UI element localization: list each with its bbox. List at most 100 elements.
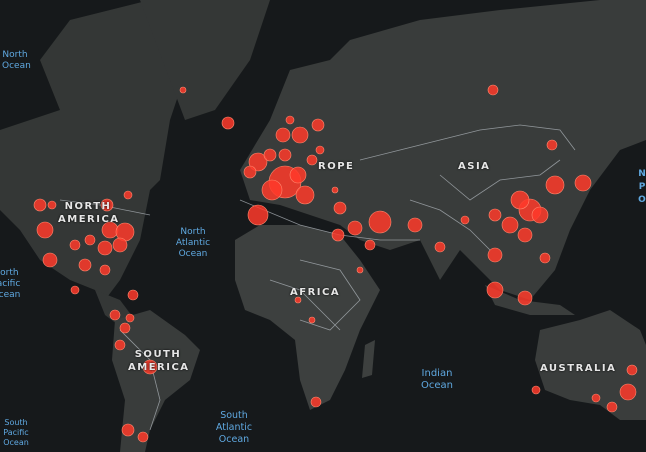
case-bubble[interactable] [123, 190, 133, 200]
case-bubble[interactable] [99, 264, 111, 276]
label-line: South [4, 418, 28, 427]
case-bubble[interactable] [531, 206, 549, 224]
case-bubble[interactable] [243, 165, 257, 179]
case-bubble[interactable] [347, 220, 363, 236]
case-bubble[interactable] [70, 285, 80, 295]
case-bubble[interactable] [434, 241, 446, 253]
case-bubble[interactable] [606, 401, 618, 413]
case-bubble[interactable] [263, 148, 277, 162]
case-bubble[interactable] [619, 383, 637, 401]
case-bubble[interactable] [109, 309, 121, 321]
case-bubble[interactable] [486, 281, 504, 299]
case-bubble[interactable] [100, 198, 114, 212]
case-bubble[interactable] [42, 252, 58, 268]
case-bubble[interactable] [47, 200, 57, 210]
case-bubble[interactable] [488, 208, 502, 222]
case-bubble[interactable] [510, 190, 530, 210]
label-line: Atlantic [215, 422, 253, 433]
label-line: Pacific [3, 428, 29, 437]
case-bubble[interactable] [308, 316, 316, 324]
case-bubble[interactable] [289, 166, 307, 184]
label-north-pacific-right: N P O [636, 168, 646, 207]
label-indian-ocean: Indian Ocean [412, 368, 462, 392]
case-bubble[interactable] [36, 221, 54, 239]
label-line: Pacific [0, 279, 21, 289]
case-bubble[interactable] [261, 179, 283, 201]
case-bubble[interactable] [137, 431, 149, 443]
label-australia: AUSTRALIA [540, 363, 617, 374]
country-borders [59, 124, 576, 431]
case-bubble[interactable] [311, 118, 325, 132]
case-bubble[interactable] [364, 239, 376, 251]
label-south-pacific: South Pacific Ocean [0, 418, 34, 448]
label-line: Ocean [3, 438, 29, 447]
case-bubble[interactable] [539, 252, 551, 264]
land-south-america [112, 310, 200, 452]
case-bubble[interactable] [368, 210, 392, 234]
label-line: O [638, 195, 646, 205]
case-bubble[interactable] [142, 359, 158, 375]
case-bubble[interactable] [331, 228, 345, 242]
case-bubble[interactable] [33, 198, 47, 212]
case-bubble[interactable] [125, 313, 135, 323]
case-bubble[interactable] [295, 185, 315, 205]
case-bubble[interactable] [248, 152, 268, 172]
case-bubble[interactable] [119, 322, 131, 334]
case-bubble[interactable] [315, 145, 325, 155]
label-line: AMERICA [58, 214, 120, 225]
case-bubble[interactable] [546, 139, 558, 151]
case-bubble[interactable] [69, 239, 81, 251]
case-bubble[interactable] [626, 364, 638, 376]
case-bubble[interactable] [112, 237, 128, 253]
case-bubble[interactable] [78, 258, 92, 272]
case-bubble[interactable] [407, 217, 423, 233]
case-bubble[interactable] [114, 339, 126, 351]
label-north-pacific-top: North Ocean [2, 50, 31, 72]
land-australia [535, 310, 646, 420]
label-line: Indian [421, 368, 453, 379]
label-line: North [0, 268, 19, 278]
case-bubble[interactable] [221, 116, 235, 130]
case-bubble[interactable] [531, 385, 541, 395]
case-bubble[interactable] [460, 215, 470, 225]
label-line: North [180, 227, 206, 237]
case-bubble[interactable] [356, 266, 364, 274]
case-bubble[interactable] [275, 127, 291, 143]
case-bubble[interactable] [487, 247, 503, 263]
label-asia: ASIA [458, 161, 491, 172]
case-bubble[interactable] [127, 289, 139, 301]
case-bubble[interactable] [278, 148, 292, 162]
case-bubble[interactable] [501, 216, 519, 234]
label-line: Ocean [178, 249, 208, 259]
case-bubble[interactable] [294, 296, 302, 304]
label-europe: ROPE [318, 161, 355, 172]
case-bubble[interactable] [331, 186, 339, 194]
case-bubble[interactable] [121, 423, 135, 437]
label-line: Atlantic [175, 238, 211, 248]
case-bubble[interactable] [517, 227, 533, 243]
case-bubble[interactable] [574, 174, 592, 192]
label-line: P [638, 182, 646, 192]
case-bubble[interactable] [97, 240, 113, 256]
case-bubble[interactable] [517, 290, 533, 306]
land-eurasia [240, 0, 646, 300]
case-bubble[interactable] [285, 115, 295, 125]
land-africa [235, 225, 380, 410]
case-bubble[interactable] [591, 393, 601, 403]
case-bubble[interactable] [84, 234, 96, 246]
label-line: N [638, 169, 646, 179]
label-north-atlantic: North Atlantic Ocean [170, 227, 216, 260]
case-bubble[interactable] [487, 84, 499, 96]
case-bubble[interactable] [291, 126, 309, 144]
case-bubble[interactable] [306, 154, 318, 166]
case-bubble[interactable] [545, 175, 565, 195]
case-bubble[interactable] [333, 201, 347, 215]
label-line: SOUTH [134, 349, 182, 360]
case-bubble[interactable] [310, 396, 322, 408]
case-bubble[interactable] [247, 204, 269, 226]
label-line: NORTH [64, 201, 112, 212]
case-bubble[interactable] [179, 86, 187, 94]
